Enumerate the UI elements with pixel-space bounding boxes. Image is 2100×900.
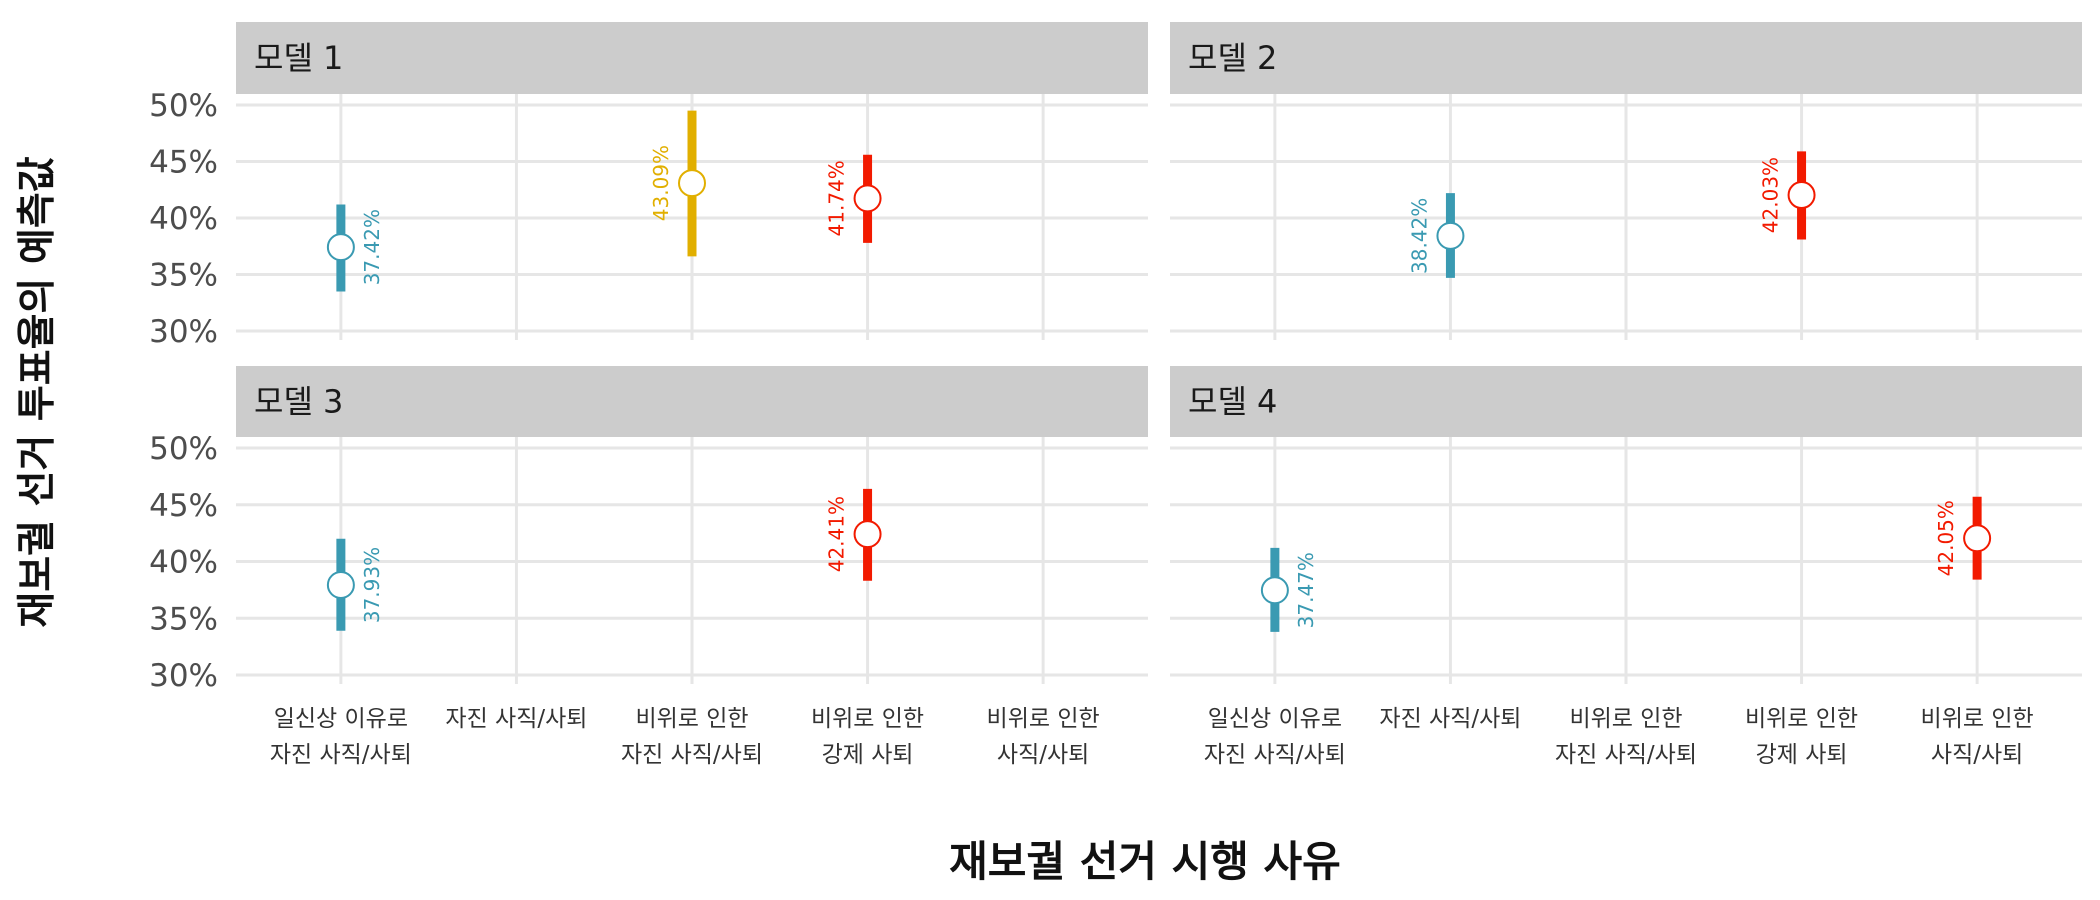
panel-strip — [236, 22, 1148, 94]
y-tick-label: 30% — [149, 314, 218, 350]
data-label: 37.47% — [1294, 552, 1318, 628]
x-axis-title: 재보궐 선거 시행 사유 — [949, 837, 1341, 886]
y-tick-label: 35% — [149, 258, 218, 294]
point-estimate — [1963, 524, 1992, 553]
y-tick-label: 40% — [149, 201, 218, 237]
x-tick-label: 비위로 인한 — [1569, 706, 1682, 732]
x-tick-label: 자진 사직/사퇴 — [1379, 706, 1521, 732]
y-tick-label: 30% — [149, 658, 218, 694]
x-tick-label: 일신상 이유로 — [274, 706, 408, 732]
x-tick-label: 사직/사퇴 — [1931, 742, 2023, 768]
data-label: 42.03% — [1759, 157, 1783, 233]
data-label: 38.42% — [1407, 198, 1431, 274]
data-label: 42.41% — [825, 496, 849, 572]
panel-title: 모델 2 — [1188, 39, 1277, 77]
y-tick-label: 45% — [149, 145, 218, 181]
x-tick-label: 자진 사직/사퇴 — [1555, 742, 1697, 768]
panel-strip — [236, 366, 1148, 437]
x-tick-label: 비위로 인한 — [987, 706, 1100, 732]
data-label: 37.93% — [360, 547, 384, 623]
panel-title: 모델 1 — [254, 39, 343, 77]
x-tick-label: 비위로 인한 — [1745, 706, 1858, 732]
x-tick-label: 강제 사퇴 — [1756, 742, 1848, 768]
x-tick-label: 강제 사퇴 — [822, 742, 914, 768]
y-tick-label: 50% — [149, 88, 218, 124]
point-estimate — [326, 233, 355, 262]
x-tick-label: 사직/사퇴 — [997, 742, 1089, 768]
y-tick-label: 45% — [149, 488, 218, 524]
point-estimate — [678, 169, 706, 198]
x-tick-label: 자진 사직/사퇴 — [445, 706, 587, 732]
point-estimate — [1436, 221, 1465, 250]
panel-strip — [1170, 22, 2082, 94]
data-label: 41.74% — [825, 160, 849, 236]
data-label: 37.42% — [360, 209, 384, 285]
x-tick-label: 자진 사직/사퇴 — [621, 742, 763, 768]
x-tick-label: 비위로 인한 — [811, 706, 924, 732]
data-label: 43.09% — [649, 145, 673, 221]
point-estimate — [1260, 576, 1289, 605]
panel-title: 모델 3 — [254, 383, 343, 421]
y-tick-label: 35% — [149, 601, 218, 637]
point-estimate — [853, 184, 882, 213]
y-tick-label: 50% — [149, 431, 218, 467]
panel-strip — [1170, 366, 2082, 437]
x-tick-label: 자진 사직/사퇴 — [1204, 742, 1346, 768]
x-tick-label: 일신상 이유로 — [1208, 706, 1342, 732]
panel-title: 모델 4 — [1188, 383, 1277, 421]
data-label: 42.05% — [1934, 500, 1958, 576]
point-estimate — [1787, 181, 1816, 210]
point-estimate — [853, 520, 882, 549]
y-tick-label: 40% — [149, 545, 218, 581]
x-tick-label: 비위로 인한 — [1921, 706, 2034, 732]
x-tick-label: 비위로 인한 — [635, 706, 748, 732]
point-estimate — [326, 570, 355, 599]
y-axis-title: 재보궐 선거 투표율의 예측값 — [15, 156, 60, 628]
x-tick-label: 자진 사직/사퇴 — [270, 742, 412, 768]
